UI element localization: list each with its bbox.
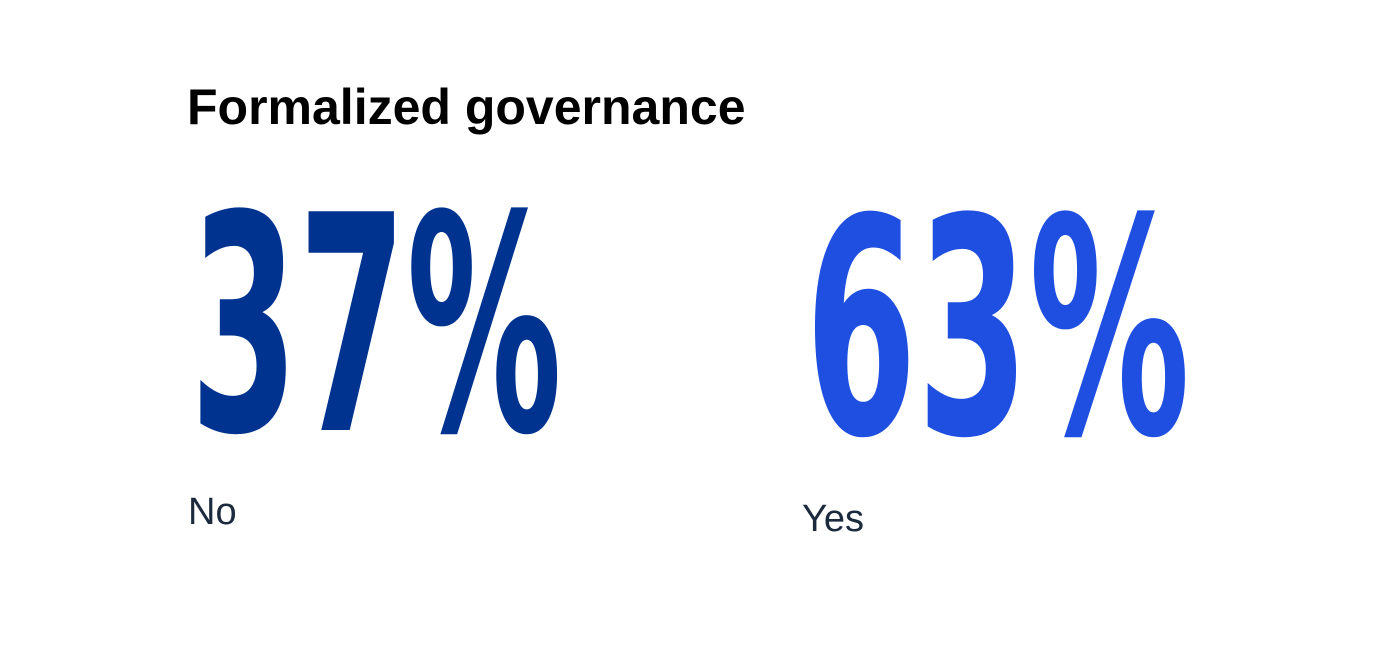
stat-value: 63%	[805, 155, 1190, 504]
stat-label: Yes	[802, 498, 864, 540]
title: Formalized governance	[187, 79, 746, 135]
stat-label: No	[188, 491, 237, 533]
stat-value: 37%	[190, 152, 562, 501]
